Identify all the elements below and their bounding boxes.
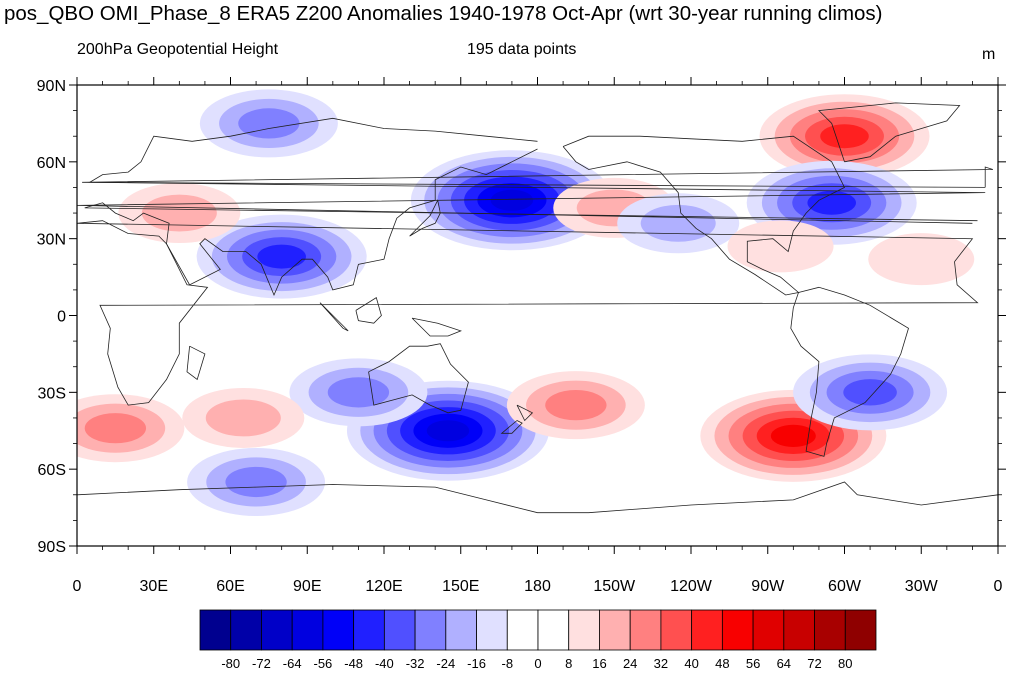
anomaly-antarctic-low: [187, 447, 326, 516]
colorbar-swatch: [814, 609, 846, 651]
anomaly-s-indian-high: [182, 387, 305, 448]
lon-label: 120W: [670, 578, 713, 595]
coastline-7: [76, 481, 999, 514]
lon-label: 90E: [293, 578, 321, 595]
lon-label: 60W: [828, 578, 862, 595]
colorbar-label: 16: [592, 656, 606, 671]
anomaly-se-pacific-high: [700, 389, 887, 482]
colorbar-swatch: [445, 609, 477, 651]
lat-label: 90N: [37, 78, 66, 95]
anomaly-north-eurasia-low: [199, 89, 338, 158]
colorbar-label: -8: [501, 656, 513, 671]
colorbar-swatch: [568, 609, 600, 651]
lon-label: 150W: [593, 578, 636, 595]
center-subtitle: 195 data points: [467, 41, 577, 58]
colorbar-label: 0: [534, 656, 541, 671]
colorbar-label: -56: [314, 656, 333, 671]
left-subtitle: 200hPa Geopotential Height: [77, 41, 279, 58]
colorbar-swatch: [721, 609, 754, 651]
coastline-1: [84, 148, 978, 297]
colorbar-label: -16: [467, 656, 486, 671]
coastline-8: [409, 199, 441, 237]
colorbar-label: -80: [221, 656, 240, 671]
anomaly-greenland-high: [759, 94, 930, 179]
colorbar-label: -64: [283, 656, 302, 671]
lat-label: 30S: [38, 385, 66, 402]
colorbar-label: 80: [838, 656, 852, 671]
coastline-10: [355, 296, 382, 324]
lat-label: 90S: [38, 539, 66, 556]
colorbar-swatch: [691, 609, 723, 651]
anomaly-s-indian-low: [289, 358, 428, 427]
coastline-11: [411, 317, 462, 337]
colorbar-label: 40: [684, 656, 698, 671]
plot-title: pos_QBO OMI_Phase_8 ERA5 Z200 Anomalies …: [4, 2, 883, 25]
lon-label: 30W: [905, 578, 939, 595]
lon-label: 150E: [442, 578, 479, 595]
colorbar-swatch: [844, 609, 877, 651]
colorbar-swatch: [660, 609, 693, 651]
coastline-0: [76, 117, 986, 224]
lon-label: 0: [994, 578, 1003, 595]
colorbar-swatch: [199, 609, 232, 651]
anomaly-w-america-low: [617, 193, 740, 254]
lat-label: 0: [57, 309, 66, 326]
coastlines: [76, 102, 999, 514]
lon-label: 0: [73, 578, 82, 595]
colorbar-swatch: [506, 609, 539, 651]
anomaly-field: [77, 89, 975, 516]
colorbar-swatch: [353, 609, 385, 651]
lat-label: 30N: [37, 232, 66, 249]
colorbar-label: 48: [715, 656, 729, 671]
coastline-3: [368, 343, 469, 414]
colorbar-label: 64: [777, 656, 791, 671]
coastline-2: [76, 220, 979, 406]
colorbar-swatch: [629, 609, 662, 651]
colorbar-swatch: [537, 609, 570, 651]
colorbar-swatch: [230, 609, 262, 651]
coastline-12: [516, 404, 534, 422]
colorbar-label: 24: [623, 656, 637, 671]
lat-label: 60S: [38, 462, 66, 479]
colorbar: -80 -72 -64 -56 -48 -40 -32 -24 -16 -8 0 8 16 24 32 40 4…: [199, 609, 877, 671]
coastline-9: [319, 302, 349, 332]
colorbar-label: 32: [654, 656, 668, 671]
colorbar-label: 56: [746, 656, 760, 671]
colorbar-label: -24: [436, 656, 455, 671]
colorbar-swatch: [599, 609, 631, 651]
colorbar-swatch: [783, 609, 815, 651]
lon-label: 90W: [751, 578, 785, 595]
colorbar-label: -48: [344, 656, 363, 671]
colorbar-swatch: [291, 609, 324, 651]
colorbar-swatch: [752, 609, 785, 651]
anomaly-s-pacific-high: [506, 371, 645, 440]
colorbar-label: -32: [406, 656, 425, 671]
anomaly-s-atlantic-low: [793, 354, 948, 431]
colorbar-swatch: [261, 609, 293, 651]
lat-label: 60N: [37, 155, 66, 172]
lon-label: 120E: [365, 578, 402, 595]
colorbar-label: 8: [565, 656, 572, 671]
units-label: m: [982, 46, 996, 63]
lon-label: 30E: [140, 578, 168, 595]
coastline-13: [500, 420, 523, 434]
coastline-5: [818, 102, 961, 163]
lon-label: 180: [524, 578, 551, 595]
coastline-6: [790, 286, 909, 457]
coastline-14: [186, 345, 206, 381]
anomaly-se-us-high: [727, 220, 834, 273]
coastline-4: [562, 135, 846, 296]
colorbar-swatch: [414, 609, 447, 651]
colorbar-swatch: [476, 609, 508, 651]
colorbar-swatch: [322, 609, 355, 651]
colorbar-label: -40: [375, 656, 394, 671]
anomaly-atlantic-high: [77, 394, 185, 463]
anomaly-n-atlantic-high: [868, 233, 975, 286]
lon-label: 60E: [216, 578, 244, 595]
coastline-15: [82, 166, 994, 188]
colorbar-swatch: [383, 609, 416, 651]
colorbar-label: -72: [252, 656, 271, 671]
colorbar-label: 72: [807, 656, 821, 671]
